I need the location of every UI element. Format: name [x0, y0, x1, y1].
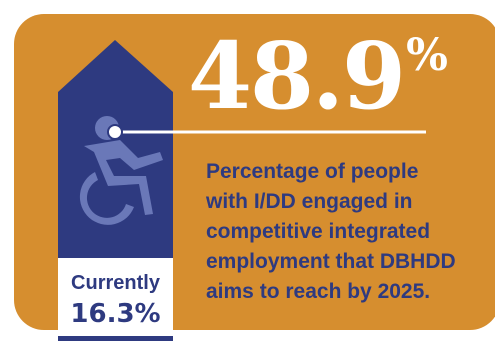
- current-value-box: Currently 16.3%: [58, 258, 173, 336]
- description-text: Percentage of people with I/DD engaged i…: [206, 160, 456, 303]
- connector-dot: [107, 124, 123, 140]
- headline-unit: %: [406, 30, 448, 81]
- current-label: Currently: [71, 272, 160, 294]
- headline-percentage: 48.9%: [188, 30, 448, 122]
- headline-value: 48.9: [188, 22, 406, 130]
- current-value: 16.3%: [70, 299, 161, 329]
